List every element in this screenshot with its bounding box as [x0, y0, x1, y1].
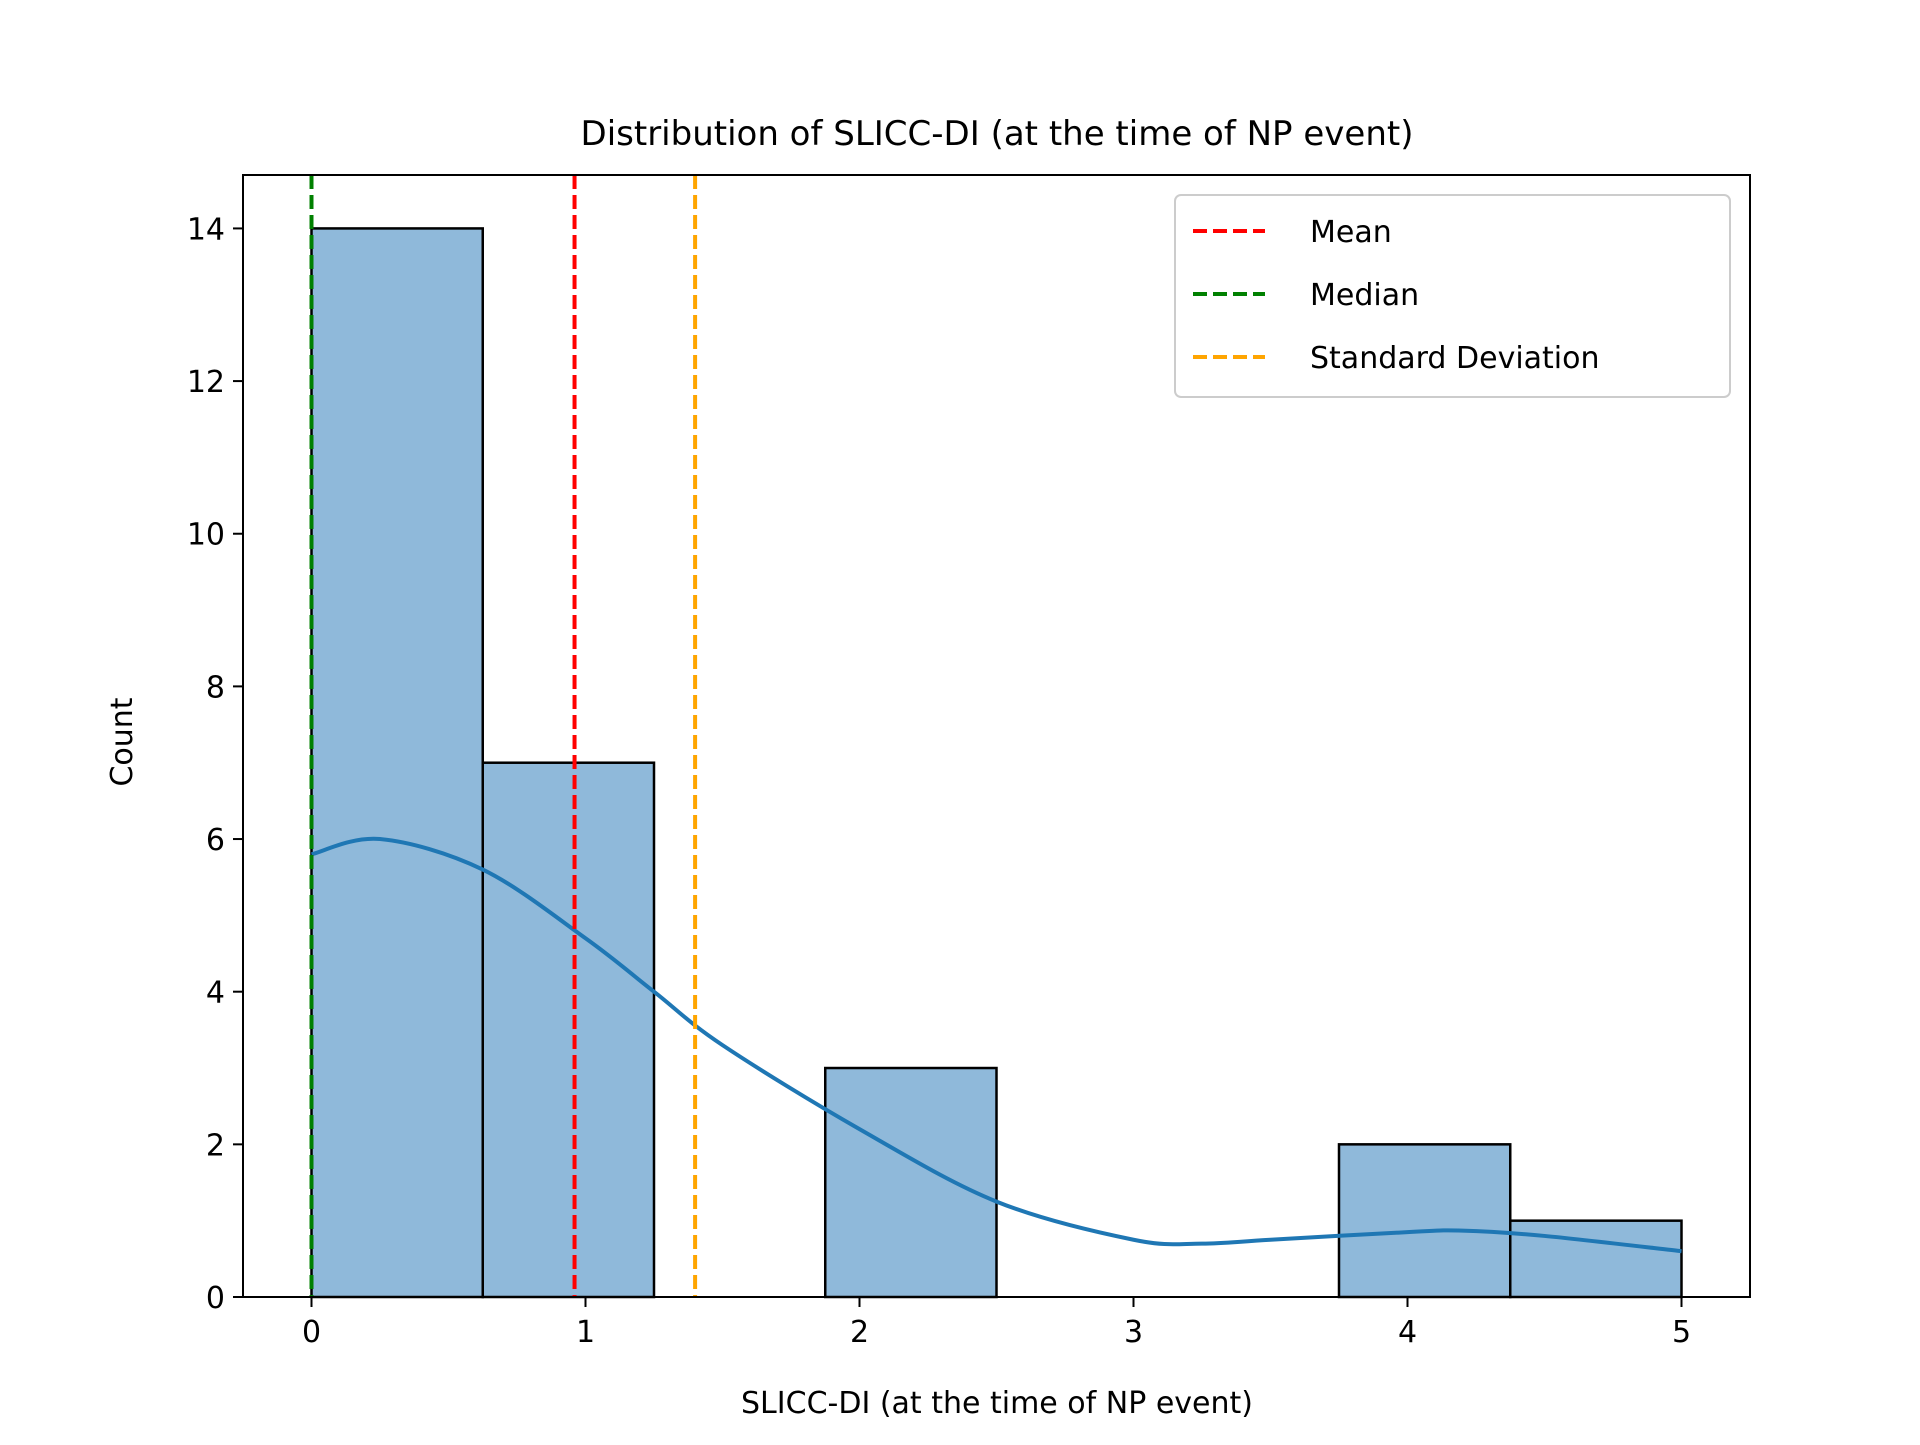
x-tick-label: 1 [576, 1315, 595, 1350]
y-tick-label: 0 [206, 1281, 225, 1316]
histogram-bar [1337, 1143, 1512, 1299]
y-tick-label: 8 [206, 670, 225, 705]
y-axis-label: Count [105, 697, 140, 786]
y-tick-label: 2 [206, 1128, 225, 1163]
y-tick-label: 12 [187, 365, 225, 400]
x-axis-label: SLICC-DI (at the time of NP event) [741, 1386, 1253, 1421]
kde-layer [310, 836, 1682, 1254]
x-tick-label: 3 [1124, 1315, 1143, 1350]
legend-label: Mean [1310, 215, 1392, 250]
legend-label: Median [1310, 278, 1419, 313]
plot-frame [242, 174, 1751, 1298]
y-tick-label: 10 [187, 518, 225, 553]
y-tick-label: 6 [206, 823, 225, 858]
y-axis-ticks: 0 2 4 6 8 10 12 14 [187, 212, 243, 1316]
legend-box [1174, 194, 1731, 398]
x-tick-label: 2 [850, 1315, 869, 1350]
y-tick-label: 14 [187, 212, 225, 247]
histogram-bar [310, 227, 484, 1299]
legend-label: Standard Deviation [1310, 341, 1600, 376]
histogram-bar [824, 1066, 998, 1299]
kde-curve [310, 836, 1682, 1254]
x-tick-label: 0 [302, 1315, 321, 1350]
x-tick-label: 5 [1672, 1315, 1691, 1350]
bars-layer [310, 227, 1683, 1299]
legend: Mean Median Standard Deviation [1174, 194, 1731, 398]
histogram-bar [1509, 1219, 1683, 1299]
reference-lines-layer [309, 175, 698, 1297]
y-tick-label: 4 [206, 976, 225, 1011]
histogram-bar [481, 761, 656, 1299]
x-tick-label: 4 [1398, 1315, 1417, 1350]
x-axis-ticks: 0 1 2 3 4 5 [302, 1297, 1691, 1350]
chart-title: Distribution of SLICC-DI (at the time of… [581, 114, 1414, 154]
